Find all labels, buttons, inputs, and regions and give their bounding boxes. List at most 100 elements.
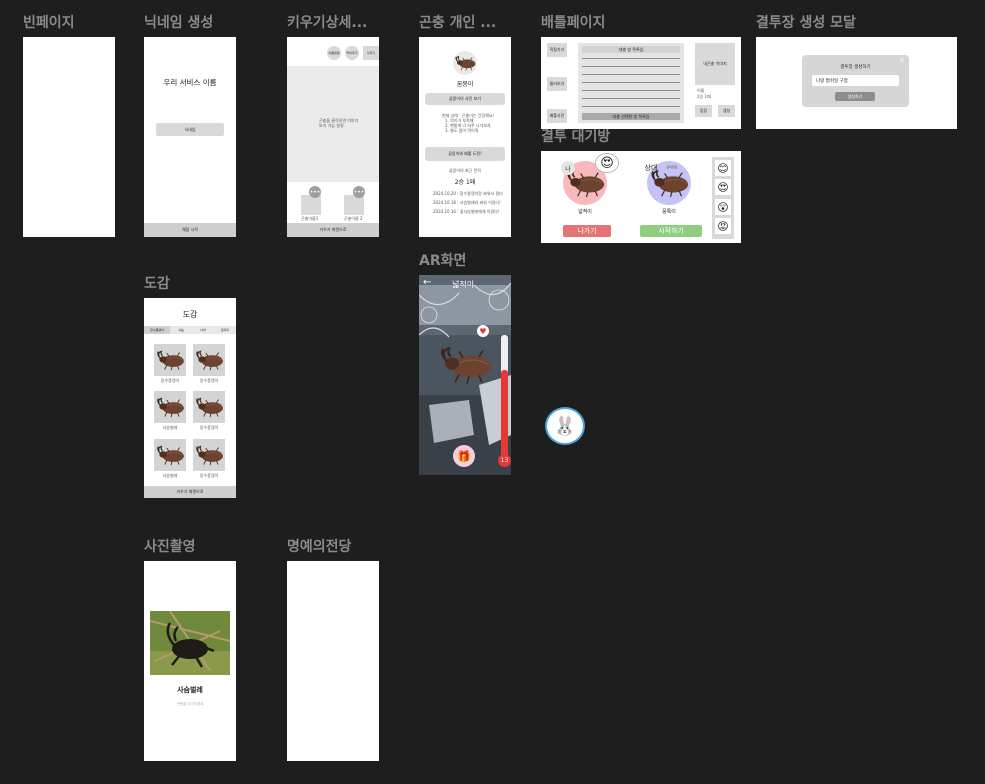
dex-card[interactable] bbox=[154, 391, 186, 423]
nickname-button[interactable]: 닉네임 bbox=[156, 123, 224, 136]
frame-ar[interactable]: ← 넓적이 ♥ 13 🎁 bbox=[419, 275, 511, 475]
beetle-icon bbox=[154, 344, 186, 376]
tab-rhinoceros-beetle[interactable]: 장수풍뎅이 bbox=[144, 326, 170, 334]
my-insect-image: 내곤충 이미지 bbox=[695, 43, 735, 85]
beetle-icon bbox=[435, 337, 495, 392]
hp-value: 13 bbox=[498, 454, 511, 467]
frame-title-nickname: 닉네임 생성 bbox=[144, 15, 214, 31]
back-arrow-icon[interactable]: ← bbox=[423, 277, 432, 288]
direct-go-button[interactable]: 직접가기 bbox=[547, 43, 567, 57]
tab-butterfly[interactable]: 나비 bbox=[200, 328, 206, 332]
captured-insect-name: 사슴벌레 bbox=[177, 686, 203, 694]
frame-title-raise: 키우기상세... bbox=[287, 15, 368, 31]
frame-title-ar: AR화면 bbox=[419, 253, 467, 269]
surprised-emoji-icon[interactable]: 😲 bbox=[715, 199, 731, 215]
frame-modal[interactable]: X 결투장 생성하기 나랑 짭쉬일 구함 생성하기 bbox=[756, 37, 957, 129]
dex-card[interactable] bbox=[193, 391, 225, 423]
frame-raise[interactable]: 이름변경 먹이주기 꾸미기 곤충을 클릭하면 이야기 보기 기능 설명 ••• … bbox=[287, 37, 379, 237]
rabbit-avatar-icon[interactable]: 🐰 bbox=[545, 407, 585, 445]
smile-emoji-icon[interactable]: 😊 bbox=[715, 160, 731, 176]
tab-stag[interactable]: 사슴 bbox=[178, 328, 184, 332]
browse-button[interactable]: 둘러보기 bbox=[547, 77, 567, 91]
dex-card[interactable] bbox=[193, 439, 225, 471]
frame-title-battle: 배틀페이지 bbox=[541, 15, 606, 31]
hp-bar-track bbox=[501, 335, 508, 460]
frame-insect[interactable]: 꿈뭉이 꿈뭉이의 사진 보기 현재 상태 : 곤충이는 건강해요! 1. 먹이가… bbox=[419, 37, 511, 237]
frame-waiting[interactable]: 나 😍 넓적이 나가기 상대 준비완료 뭉툭이 시작하기 😊 😍 😲 😡 bbox=[541, 151, 741, 243]
dex-card[interactable] bbox=[193, 344, 225, 376]
opponent-avatar bbox=[647, 161, 691, 205]
frame-title-fame: 명예의전당 bbox=[287, 539, 352, 555]
frame-title-insect: 곤충 개인 ... bbox=[419, 15, 497, 31]
ready-badge: 준비완료 bbox=[666, 165, 678, 169]
room-list-header: 대충 방 목록임 bbox=[582, 46, 680, 53]
more-icon[interactable]: ••• bbox=[353, 186, 365, 198]
to-raise-footer[interactable]: 키우기 화면으로 bbox=[287, 223, 379, 237]
start-button[interactable]: 시작하기 bbox=[640, 225, 702, 237]
view-photo-button[interactable]: 꿈뭉이의 사진 보기 bbox=[425, 93, 505, 105]
opponent-name: 뭉툭이 bbox=[662, 209, 676, 215]
frame-dex[interactable]: 도감 장수풍뎅이 사슴 나비 잠자리 장수풍뎅이 장수풍뎅이 사슴벌레 장수풍뎅… bbox=[144, 298, 236, 498]
ar-camera-view bbox=[419, 275, 511, 475]
me-emoji-bubble: 😍 bbox=[595, 153, 619, 173]
gift-icon[interactable]: 🎁 bbox=[453, 445, 475, 467]
frame-blank[interactable] bbox=[23, 37, 115, 237]
ar-beetle[interactable] bbox=[435, 337, 495, 392]
frame-nickname[interactable]: 우리 서비스 이름 닉네임 채집 시작 bbox=[144, 37, 236, 237]
me-label: 나 bbox=[561, 161, 575, 175]
frame-photo[interactable]: 사슴벌레 곤충을 추가하세요 bbox=[144, 561, 236, 761]
battle-dex-button[interactable]: 배틀사전 bbox=[547, 109, 567, 123]
frame-fame[interactable] bbox=[287, 561, 379, 761]
beetle-icon bbox=[154, 391, 186, 423]
more-icon[interactable]: ••• bbox=[309, 186, 321, 198]
emoji-panel: 😊 😍 😲 😡 bbox=[712, 157, 734, 239]
history-item: 2024.10.16 : 꽃사슴벌레에게 이겼다! bbox=[433, 209, 500, 214]
history-item: 2024.10.20 : 장수풍뎅이랑 싸워서 졌다 bbox=[433, 191, 503, 196]
dex-card-label: 사슴벌레 bbox=[162, 473, 178, 478]
exit-button[interactable]: 나가기 bbox=[563, 225, 611, 237]
frame-title-waiting: 결투 대기방 bbox=[541, 129, 611, 145]
to-raise-footer[interactable]: 키우기 화면으로 bbox=[144, 486, 236, 498]
insect-stage[interactable]: 곤충을 클릭하면 이야기 보기 기능 설명 bbox=[287, 66, 379, 182]
beetle-icon bbox=[193, 344, 225, 376]
feed-chip[interactable]: 먹이주기 bbox=[345, 46, 359, 60]
captured-photo bbox=[150, 611, 230, 675]
my-insect-name: 이름 bbox=[697, 88, 705, 93]
dex-card-label: 장수풍뎅이 bbox=[160, 378, 180, 383]
dex-card[interactable] bbox=[154, 439, 186, 471]
decorate-chip[interactable]: 꾸미기 bbox=[363, 46, 379, 60]
dex-tabs: 장수풍뎅이 사슴 나비 잠자리 bbox=[144, 326, 236, 334]
captured-insect-sub: 곤충을 추가하세요 bbox=[176, 702, 204, 706]
enter-button[interactable]: 입장 bbox=[695, 105, 712, 117]
create-submit-button[interactable]: 생성하기 bbox=[835, 92, 875, 101]
hp-bar-fill bbox=[501, 370, 508, 460]
angry-emoji-icon[interactable]: 😡 bbox=[715, 218, 731, 234]
insect-name: 꿈뭉이 bbox=[456, 81, 474, 88]
modal-heading: 결투장 생성하기 bbox=[840, 65, 871, 70]
room-list[interactable]: 대충 방 목록임 대충 선택한 방 목록임 bbox=[578, 43, 684, 123]
insect-slot-1[interactable] bbox=[301, 195, 321, 215]
selected-room[interactable]: 대충 선택한 방 목록임 bbox=[582, 113, 680, 120]
frame-battle[interactable]: 직접가기 둘러보기 배틀사전 대충 방 목록임 대충 선택한 방 목록임 내곤충… bbox=[541, 37, 741, 129]
close-icon[interactable]: X bbox=[900, 57, 905, 64]
create-modal: X 결투장 생성하기 나랑 짭쉬일 구함 생성하기 bbox=[802, 55, 909, 107]
create-button[interactable]: 생성 bbox=[718, 105, 735, 117]
insect-avatar bbox=[453, 51, 477, 75]
battle-challenge-button[interactable]: 꿈뭉이와 배틀 도전! bbox=[425, 147, 505, 161]
frame-title-blank: 빈페이지 bbox=[23, 15, 75, 31]
rename-chip[interactable]: 이름변경 bbox=[327, 46, 341, 60]
start-collect-footer[interactable]: 채집 시작 bbox=[144, 223, 236, 237]
insect-slot-2[interactable] bbox=[344, 195, 364, 215]
dex-card-label: 사슴벌레 bbox=[162, 425, 178, 430]
tab-dragonfly[interactable]: 잠자리 bbox=[220, 328, 230, 332]
status-line-1: 1. 먹이가 부족해 bbox=[445, 118, 474, 123]
heart-eyes-emoji-icon[interactable]: 😍 bbox=[715, 179, 731, 195]
beetle-icon bbox=[193, 391, 225, 423]
dex-card[interactable] bbox=[154, 344, 186, 376]
beetle-icon bbox=[453, 51, 477, 75]
heart-icon[interactable]: ♥ bbox=[477, 325, 489, 337]
room-name-input[interactable]: 나랑 짭쉬일 구함 bbox=[812, 75, 899, 86]
insect-slot-2-label: 곤충이름 2 bbox=[344, 216, 363, 221]
stage-help-text: 곤충을 클릭하면 이야기 보기 기능 설명 bbox=[319, 118, 359, 128]
frame-title-dex: 도감 bbox=[144, 276, 170, 292]
